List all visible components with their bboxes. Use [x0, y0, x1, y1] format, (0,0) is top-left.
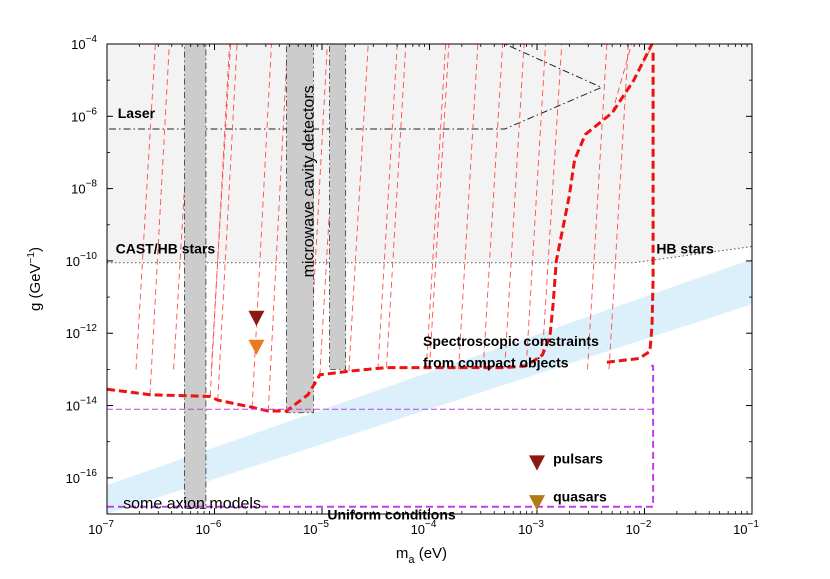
quasars-label: quasars	[553, 488, 607, 504]
hatch-line	[458, 44, 479, 370]
hb-stars-label: HB stars	[656, 241, 714, 257]
y-tick-label: 10−14	[66, 396, 98, 414]
hatch-line	[386, 44, 407, 368]
hatch-line	[149, 44, 170, 395]
uniform-label: Uniform conditions	[327, 506, 456, 522]
hatch-line	[525, 44, 547, 366]
hatch-line	[425, 44, 447, 370]
uniform-conditions-line	[107, 364, 655, 508]
hatch-line	[377, 44, 398, 370]
pulsars-label: pulsars	[553, 450, 603, 466]
hatch-line	[608, 44, 629, 370]
y-tick-label: 10−6	[71, 106, 97, 124]
cast-hb-region	[107, 44, 752, 263]
hatch-line	[482, 44, 504, 368]
hatch-line	[504, 44, 525, 368]
axion-band	[107, 259, 752, 514]
hatch-line	[267, 44, 289, 411]
y-axis-label: g (GeV−1)	[26, 247, 44, 311]
cast-hb-label: CAST/HB stars	[116, 241, 216, 257]
hatch-line	[429, 44, 450, 368]
x-tick-label: 10−3	[518, 519, 544, 537]
cavity-strip-2	[286, 44, 314, 414]
hatch-line	[135, 44, 156, 370]
marker-pulsars	[529, 455, 545, 471]
spectro-label-line1: Spectroscopic constraints	[423, 333, 599, 349]
y-tick-label: 10−16	[66, 468, 98, 486]
hatch-line	[541, 44, 563, 355]
cavity-strip-1	[183, 44, 207, 509]
y-tick-label: 10−10	[66, 251, 98, 269]
hatch-line	[587, 44, 608, 370]
y-tick-label: 10−8	[71, 179, 97, 197]
x-tick-label: 10−6	[196, 519, 222, 537]
spectro-label-line2: from compact objects	[423, 355, 569, 371]
spectroscopic-constraint-line	[107, 44, 654, 413]
hatch-line	[210, 44, 232, 370]
hatch-line	[209, 44, 230, 397]
hb-stars-line	[606, 51, 655, 364]
hatch-line	[307, 44, 328, 395]
axion-models-label: some axion models	[123, 496, 261, 513]
x-tick-label: 10−5	[303, 519, 329, 537]
cavity-label: microwave cavity detectors	[300, 85, 317, 277]
marker-quasars	[529, 495, 545, 511]
cavity-strip-3	[329, 44, 347, 370]
marker-dark-upper	[248, 310, 265, 326]
laser-label: Laser	[118, 105, 156, 121]
y-tick-label: 10−4	[71, 34, 97, 52]
x-tick-label: 10−2	[626, 519, 652, 537]
hatch-line	[348, 44, 369, 372]
x-tick-label: 10−7	[88, 519, 114, 537]
marker-orange-upper	[248, 339, 265, 355]
x-tick-label: 10−1	[733, 519, 759, 537]
hatch-line	[611, 44, 633, 113]
y-tick-label: 10−12	[66, 323, 98, 341]
x-axis-label: ma (eV)	[396, 545, 447, 566]
